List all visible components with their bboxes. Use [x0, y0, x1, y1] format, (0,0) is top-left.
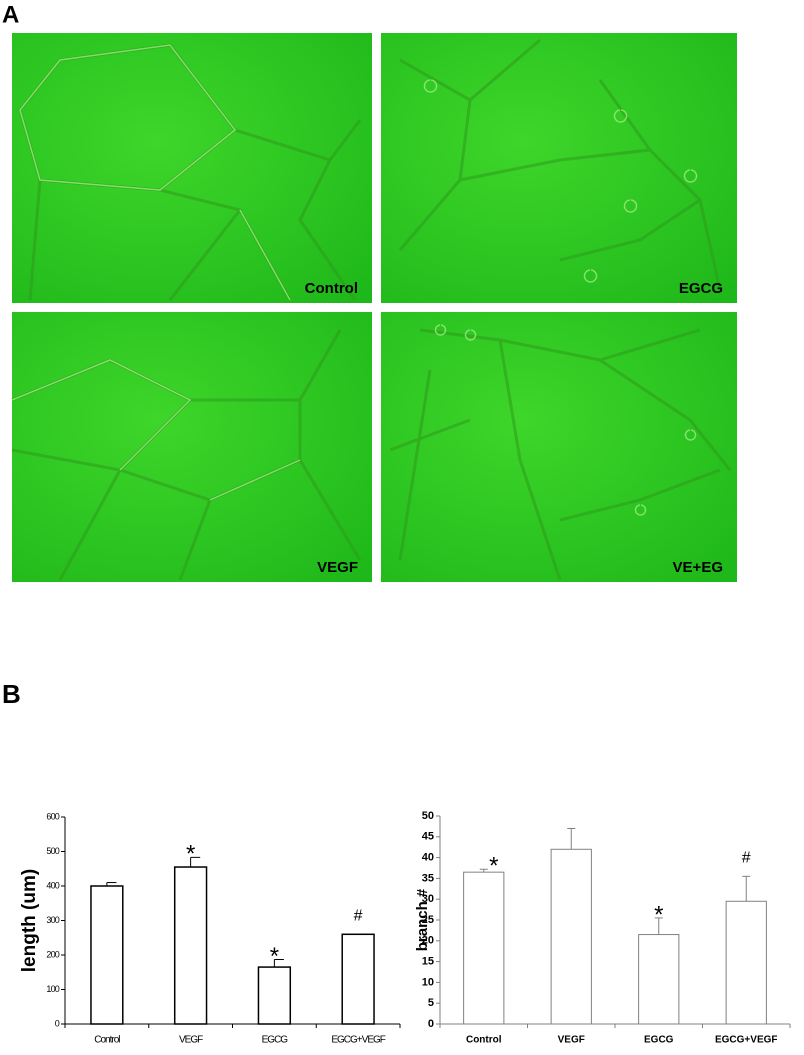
- image-label: EGCG: [679, 280, 723, 297]
- y-tick-label: 300: [46, 915, 59, 925]
- y-tick-label: 0: [55, 1018, 60, 1028]
- y-tick-label: 5: [428, 997, 434, 1009]
- significance-marker: *: [489, 853, 498, 880]
- x-tick-label: EGCG+VEGF: [715, 1035, 778, 1046]
- significance-marker: *: [270, 943, 279, 970]
- image-label: Control: [305, 280, 358, 297]
- image: EGCG: [381, 33, 737, 303]
- bar: [550, 848, 592, 1025]
- image: Control: [12, 33, 372, 303]
- x-tick-label: Control: [466, 1035, 502, 1046]
- y-tick-label: 0: [428, 1018, 434, 1030]
- bar: [638, 934, 680, 1025]
- y-tick-label: 15: [422, 956, 434, 968]
- y-tick-label: 25: [422, 914, 434, 926]
- image-label: VEGF: [317, 559, 358, 576]
- bar: [725, 900, 767, 1025]
- y-tick-label: 500: [46, 846, 59, 856]
- x-tick-label: VEGF: [179, 1035, 203, 1046]
- significance-marker: *: [654, 901, 663, 928]
- y-tick-label: 400: [46, 880, 59, 890]
- y-tick-label: 30: [422, 893, 434, 905]
- image: VEGF: [11, 312, 372, 582]
- significance-marker: #: [742, 850, 751, 867]
- y-tick-label: 100: [46, 984, 59, 994]
- bar: [463, 871, 505, 1025]
- bar: [90, 885, 124, 1025]
- significance-marker: #: [354, 908, 363, 925]
- image: VE+EG: [381, 312, 737, 582]
- y-tick-label: 10: [422, 976, 434, 988]
- x-tick-label: Control: [94, 1035, 120, 1046]
- y-tick-label: 200: [46, 949, 59, 959]
- bar: [341, 933, 375, 1025]
- panel-label: A: [2, 1, 19, 28]
- y-tick-label: 45: [422, 831, 434, 843]
- y-tick-label: 600: [46, 811, 59, 821]
- y-axis-label: branch #: [414, 888, 431, 951]
- bar: [257, 966, 292, 1025]
- y-tick-label: 50: [422, 810, 434, 822]
- significance-marker: *: [186, 841, 195, 868]
- panel-label: B: [2, 679, 21, 709]
- x-tick-label: EGCG: [644, 1035, 674, 1046]
- y-tick-label: 40: [422, 852, 434, 864]
- image-label: VE+EG: [673, 559, 723, 576]
- bar: [173, 866, 208, 1025]
- y-tick-label: 35: [422, 872, 434, 884]
- x-tick-label: EGCG+VEGF: [331, 1035, 385, 1046]
- y-tick-label: 20: [422, 935, 434, 947]
- x-tick-label: VEGF: [558, 1035, 585, 1046]
- y-axis-label: length (um): [19, 869, 40, 972]
- x-tick-label: EGCG: [262, 1035, 289, 1046]
